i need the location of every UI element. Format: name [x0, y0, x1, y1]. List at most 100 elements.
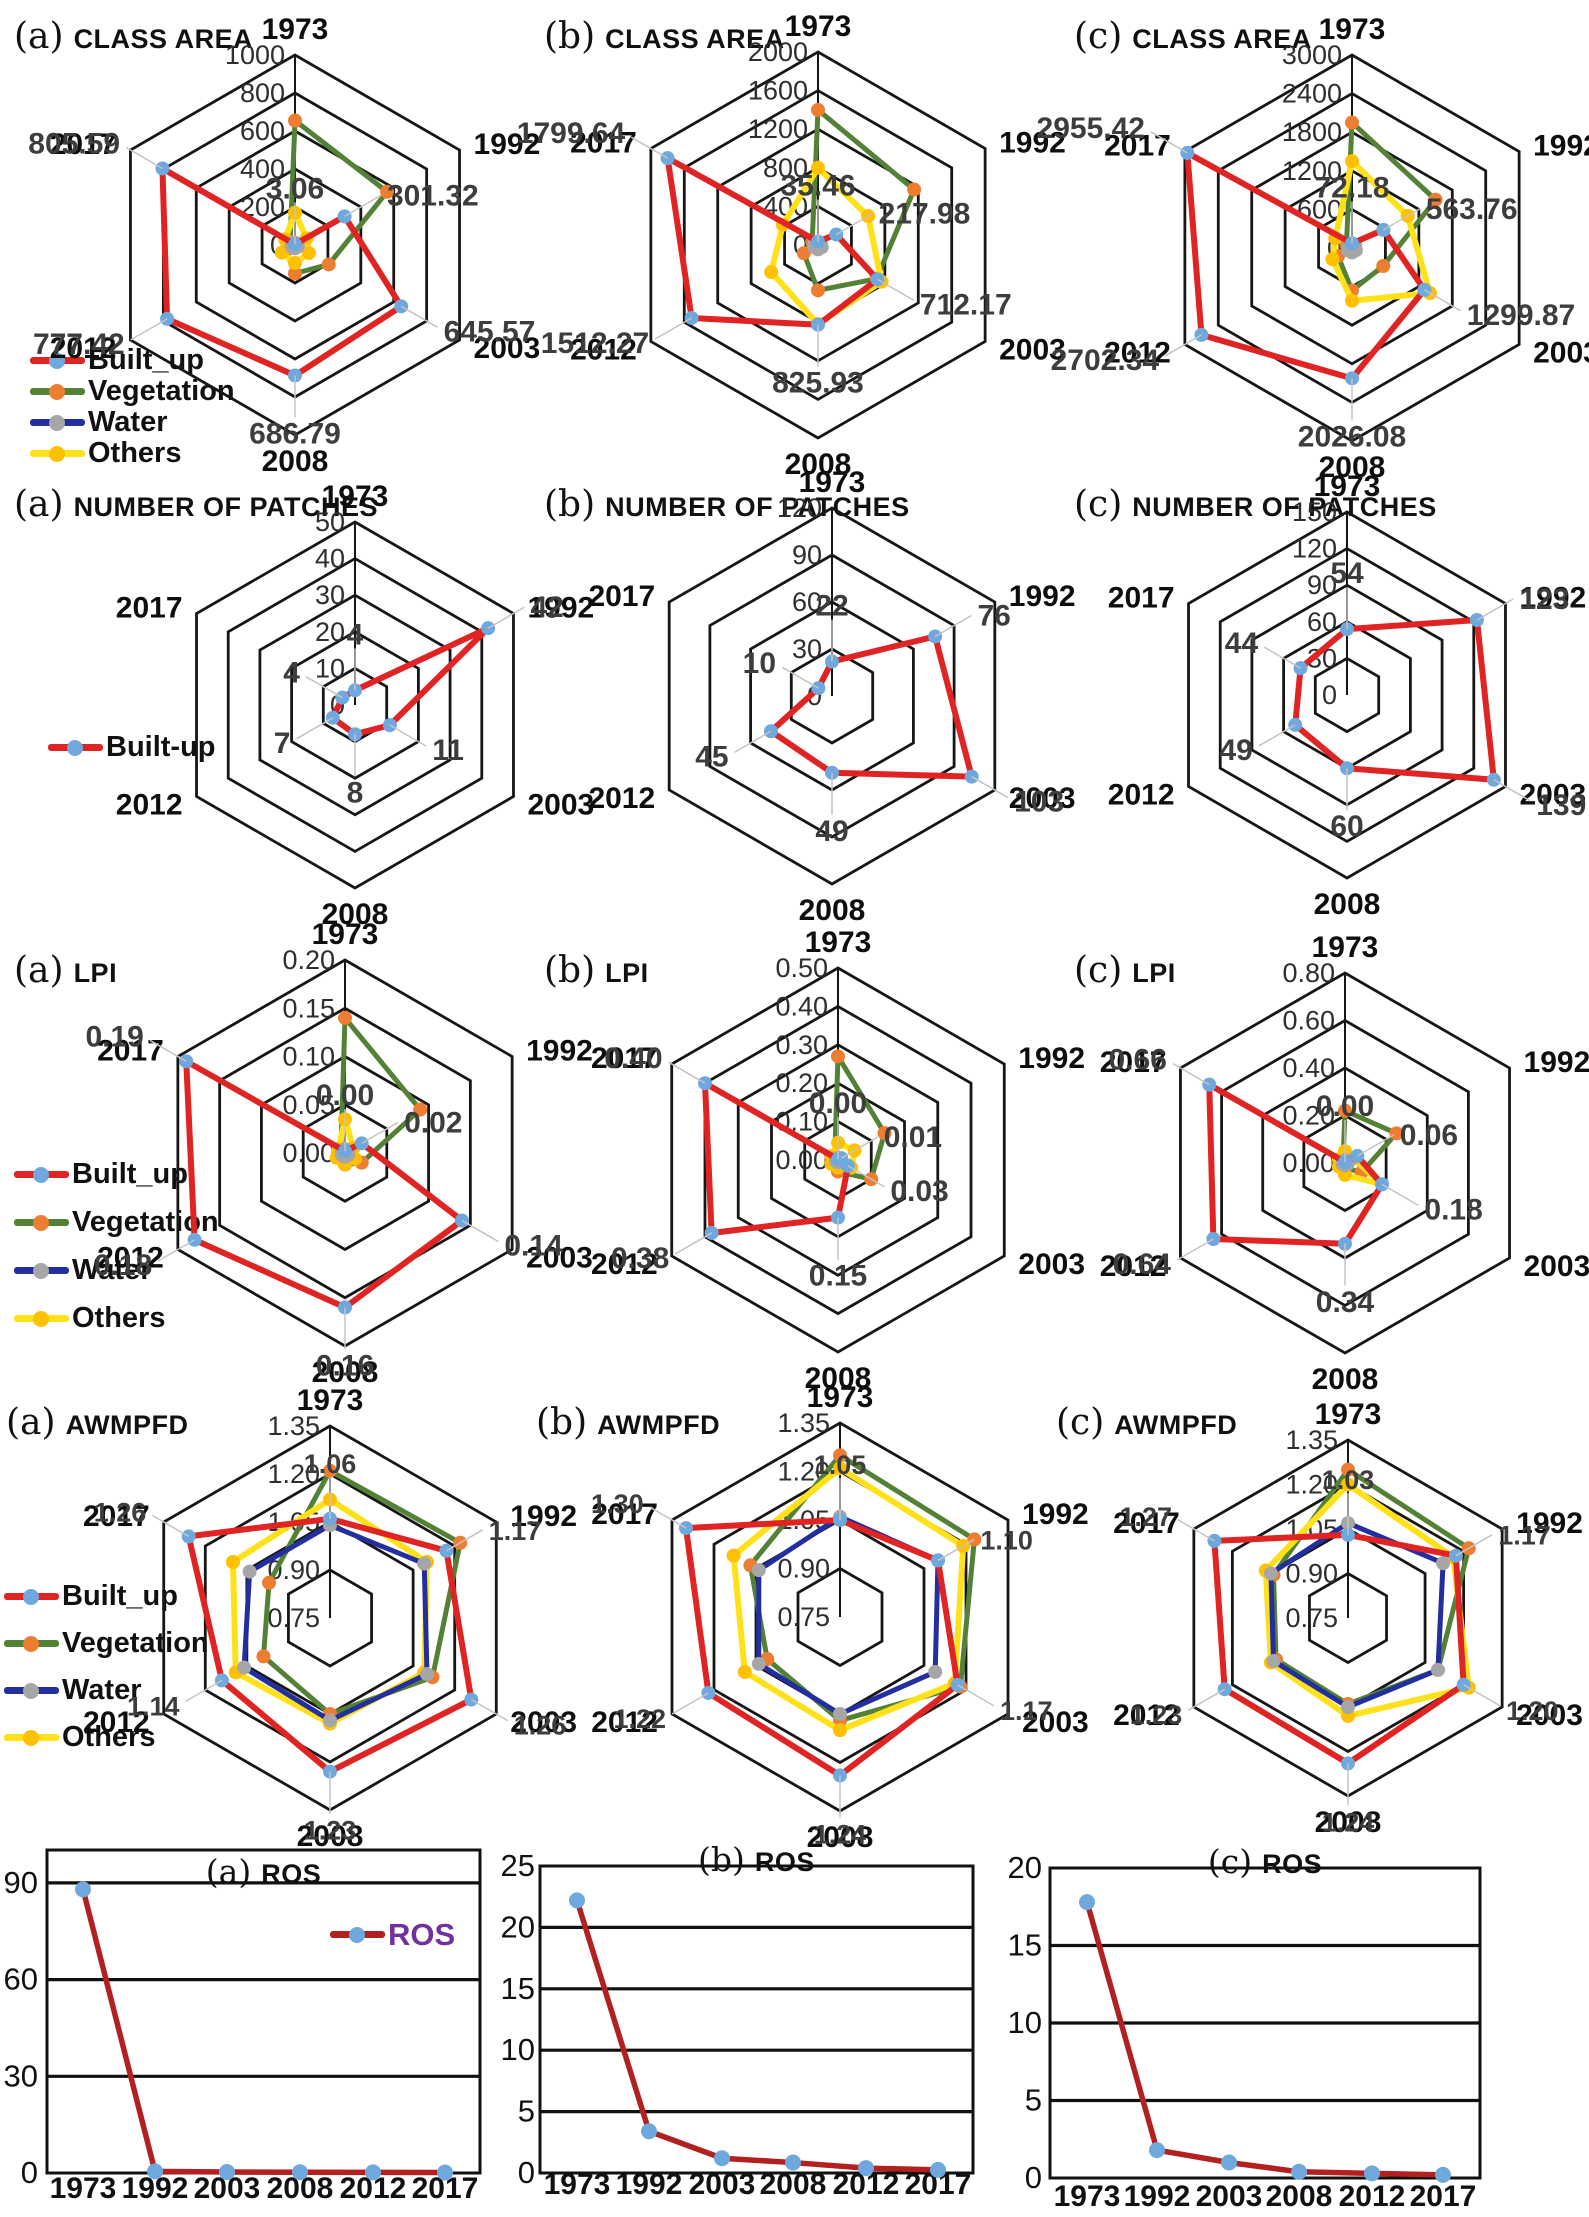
- point-value-label: 0.06: [1400, 1119, 1458, 1152]
- axis-year-label: 2008: [799, 894, 866, 927]
- series-marker-vegetation: [811, 283, 825, 298]
- point-value-label: 0.00: [809, 1087, 867, 1120]
- point-label-leader: [305, 676, 343, 699]
- axis-tick-label: 40: [315, 544, 345, 574]
- point-value-label: 1.27: [1119, 1502, 1172, 1532]
- legend-item-vegetation: Vegetation: [4, 1629, 209, 1658]
- point-label-leader: [1263, 646, 1301, 669]
- vegetation-line-icon: [14, 1214, 69, 1231]
- series-marker-built-up: [1293, 661, 1308, 676]
- panel-title-class-area-b: (b) CLASS AREA: [544, 16, 785, 57]
- point-label-leader: [654, 317, 692, 340]
- grid-ring: [667, 506, 997, 886]
- axis-year-label: 2012: [50, 332, 117, 365]
- series-marker-vegetation: [967, 1532, 982, 1547]
- axis-year-label: 1992: [1009, 580, 1076, 613]
- built-up-line-icon: [30, 352, 85, 369]
- radar-class-area-b: 0 400 800 1200 1600 2000 1973 1992 2003 2008 2012 2…: [517, 0, 1066, 481]
- series-marker-built_up: [323, 1764, 337, 1779]
- series-marker-vegetation: [1428, 192, 1443, 207]
- ros-series-marker: [930, 2161, 946, 2178]
- point-value-label: 1512.27: [541, 327, 649, 360]
- series-marker-built_up: [187, 1232, 202, 1247]
- others-line-icon: [4, 1729, 59, 1746]
- axis-tick-label: 60: [792, 587, 822, 617]
- series-marker-vegetation: [811, 102, 825, 117]
- legend-label: Vegetation: [62, 1627, 209, 1659]
- point-label-leader: [649, 1506, 687, 1529]
- y-axis-tick-label: 0: [21, 2155, 38, 2190]
- axis-year-label: 2003: [510, 1706, 577, 1739]
- axis-year-label: 2012: [83, 1706, 150, 1739]
- point-label-leader: [151, 1514, 190, 1538]
- point-value-label: 0.03: [890, 1175, 948, 1208]
- point-label-leader: [1164, 334, 1202, 357]
- axis-year-label: 1992: [1516, 1507, 1583, 1540]
- axis-tick-label: 0.40: [775, 991, 828, 1021]
- point-label-leader: [671, 1692, 709, 1715]
- panel-metric: AWMPFD: [65, 1410, 189, 1440]
- legend-item-water: Water: [14, 1256, 219, 1285]
- point-value-label: 0.01: [884, 1121, 942, 1154]
- point-label-leader: [296, 717, 334, 740]
- legend-label: Others: [72, 1302, 166, 1334]
- x-axis-tick-label: 2008: [1266, 2180, 1333, 2213]
- y-axis-tick-label: 5: [1025, 2083, 1042, 2118]
- point-label-leader: [934, 614, 972, 638]
- axis-tick-label: 10: [315, 653, 345, 683]
- x-axis-tick-label: 1992: [1124, 2180, 1191, 2213]
- series-marker-water: [833, 1707, 847, 1721]
- axis-tick-label: 50: [315, 507, 345, 537]
- panel-metric: AWMPFD: [597, 1410, 721, 1440]
- series-marker-water: [237, 1660, 252, 1675]
- y-axis-tick-label: 10: [501, 2032, 535, 2067]
- axis-tick-label: 120: [1292, 534, 1337, 564]
- radar-number-of-patches-a: 0 10 20 30 40 50 1973 1992 2003 2008 2012 2017 4 42 11…: [0, 475, 594, 950]
- legend-label: Water: [88, 406, 168, 438]
- legend-item-ros: ROS: [330, 1919, 455, 1950]
- point-value-label: 0.66: [1108, 1044, 1166, 1077]
- series-line-others: [730, 1465, 967, 1734]
- point-value-label: 0.64: [1113, 1248, 1172, 1281]
- series-marker-built_up: [338, 1144, 352, 1159]
- axis-tick-label: 0.75: [267, 1603, 320, 1633]
- series-marker-built_up: [439, 1543, 454, 1558]
- axis-year-label: 2008: [297, 1820, 364, 1853]
- grid-ring: [796, 1566, 884, 1668]
- x-axis-tick-label: 1973: [50, 2172, 117, 2205]
- radar-svg: 0306090120150197319922003200820122017541…: [1108, 470, 1587, 921]
- series-marker-water: [751, 1563, 766, 1578]
- axis-tick-label: 30: [792, 634, 822, 664]
- radar-lpi-a: 0.00 0.05 0.10 0.15 0.20 1973 1992 2003 2008 2012…: [0, 918, 592, 1395]
- grid-ring: [290, 630, 420, 780]
- series-marker-vegetation: [1376, 259, 1391, 274]
- legend-label: Vegetation: [88, 375, 235, 407]
- axis-tick-label: 20: [315, 617, 345, 647]
- axis-year-label: 2017: [591, 1042, 658, 1075]
- series-marker-vegetation: [413, 1102, 428, 1117]
- legend-label: Water: [72, 1254, 152, 1286]
- series-marker-built_up: [1202, 1077, 1217, 1092]
- axis-year-label: 1992: [1533, 130, 1589, 163]
- line-ros-c: 0 5 10 15 20 1973 1992 2003 2008 2012 2017: [985, 1838, 1585, 2217]
- series-marker-others: [288, 256, 302, 271]
- point-value-label: 22: [815, 590, 848, 623]
- point-value-label: 1.23: [304, 1816, 357, 1846]
- panel-title-nop-b: (b) NUMBER OF PATCHES: [544, 484, 910, 525]
- point-label-leader: [1356, 1134, 1395, 1157]
- point-label-leader: [1424, 289, 1462, 312]
- axis-year-label: 2003: [474, 332, 541, 365]
- point-value-label: 0.15: [809, 1260, 867, 1293]
- point-label-leader: [487, 606, 525, 629]
- panel-letter: (b): [536, 1402, 588, 1443]
- point-label-leader: [125, 146, 163, 170]
- series-marker-built_up: [1217, 1682, 1232, 1697]
- axis-year-label: 1973: [1312, 931, 1379, 964]
- others-line-icon: [30, 445, 85, 462]
- series-marker-others: [1341, 1477, 1355, 1492]
- series-marker-others: [1325, 252, 1340, 267]
- point-label-leader: [1381, 1183, 1419, 1207]
- axis-year-label: 2003: [526, 1242, 593, 1275]
- series-marker-water: [323, 1713, 337, 1728]
